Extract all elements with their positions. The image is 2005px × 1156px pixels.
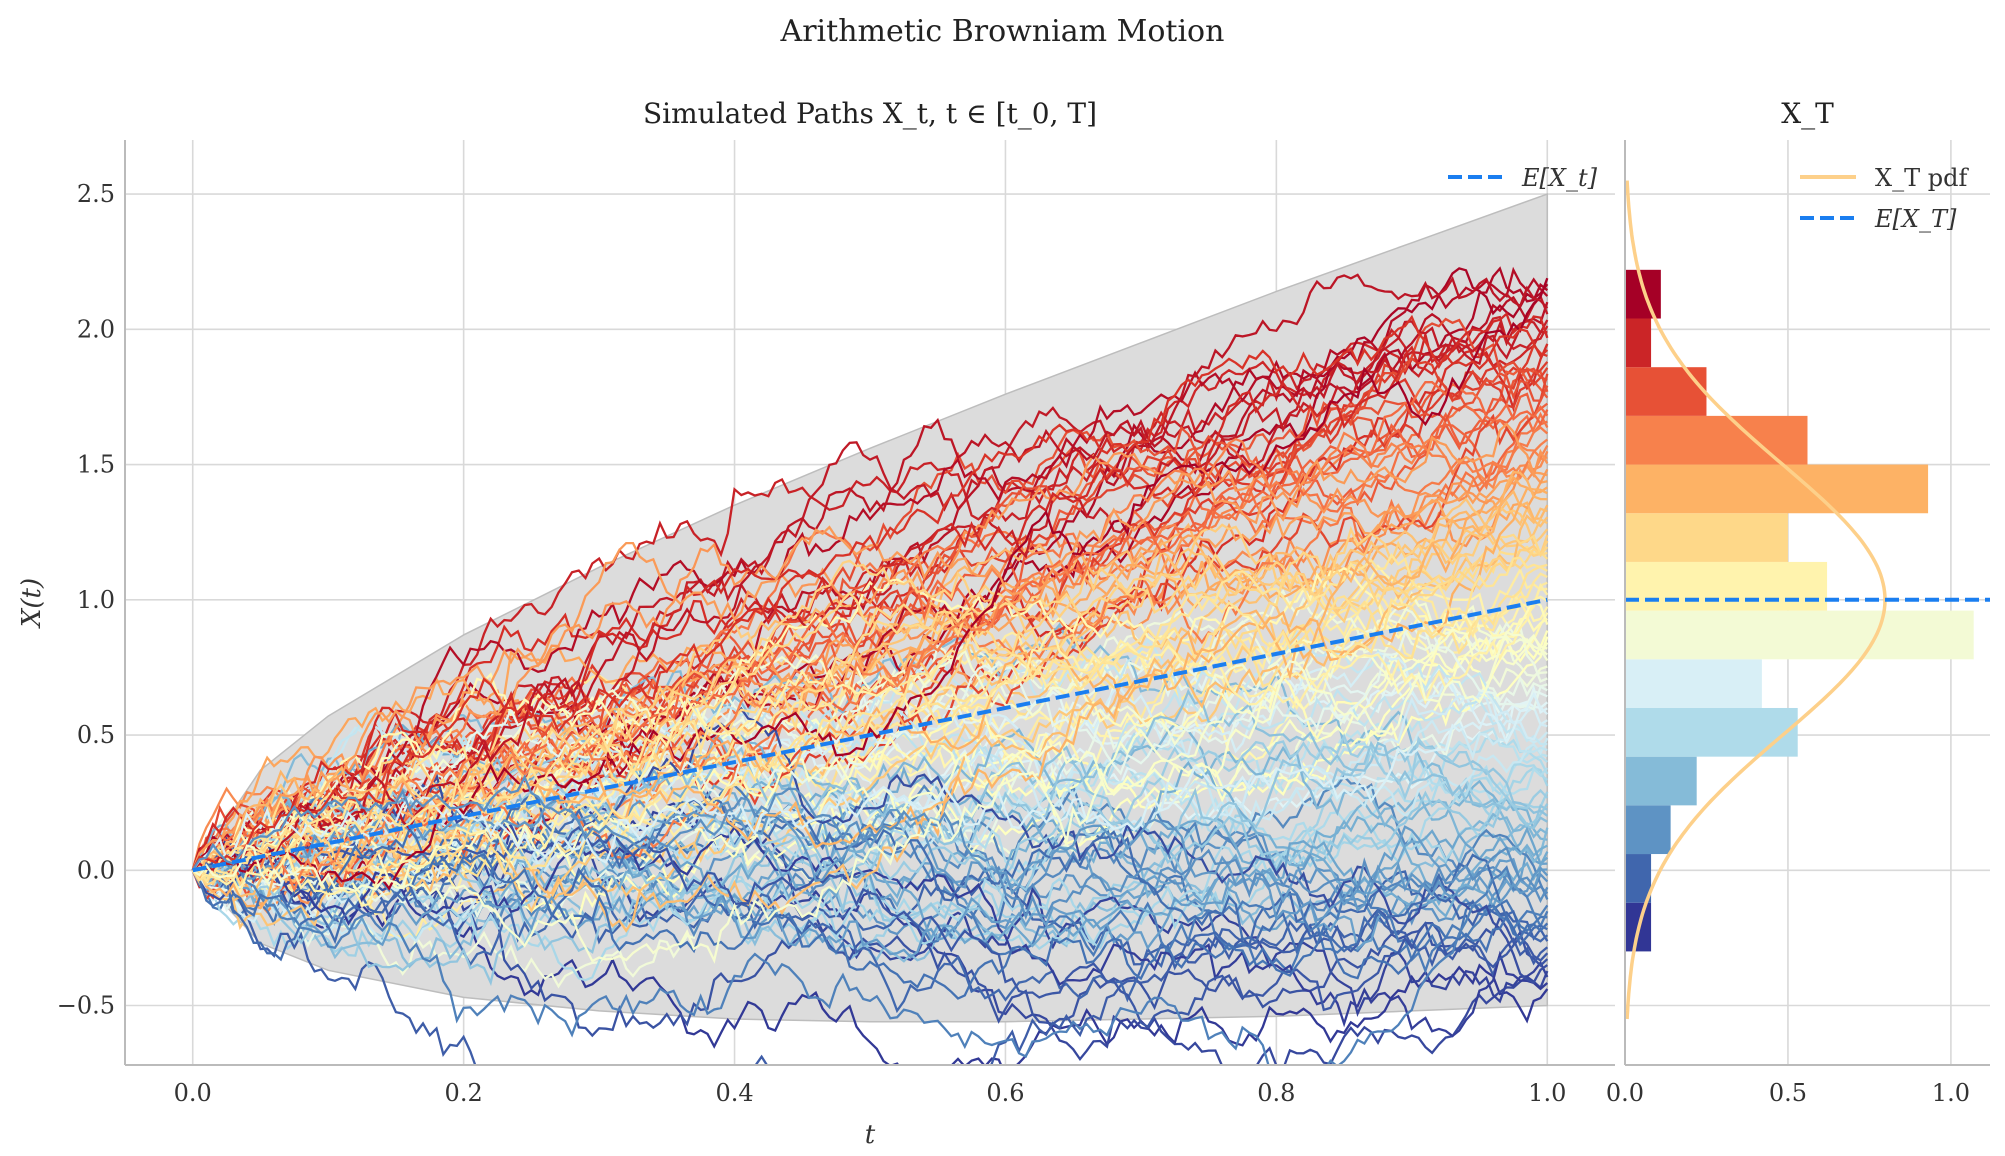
histogram-bar	[1625, 756, 1697, 806]
simulated-path	[192, 552, 1548, 883]
simulated-path	[191, 862, 1549, 1065]
x-axis-label: t	[865, 1120, 876, 1150]
simulated-path	[191, 582, 1549, 893]
left-panel-title: Simulated Paths X_t, t ∈ [t_0, T]	[643, 97, 1097, 130]
left-y-tick-label: 1.5	[77, 451, 115, 479]
left-legend-label: E[X_t]	[1521, 164, 1598, 192]
simulated-path	[192, 630, 1548, 964]
simulated-path	[191, 688, 1548, 880]
simulated-path	[192, 505, 1549, 914]
figure-suptitle: Arithmetic Browniam Motion	[780, 14, 1225, 49]
simulated-path	[191, 826, 1549, 1000]
simulated-path	[191, 869, 1549, 1065]
simulated-path	[192, 546, 1549, 887]
left-y-tick-label: 1.0	[77, 586, 115, 614]
y-axis-label: X(t)	[17, 578, 47, 629]
right-x-tick-label: 1.0	[1932, 1079, 1970, 1107]
simulated-path	[192, 856, 1549, 1014]
left-x-tick-label: 0.2	[445, 1079, 483, 1107]
simulated-path	[191, 637, 1549, 871]
histogram-bar	[1625, 464, 1929, 514]
simulated-path	[191, 277, 1549, 891]
left-x-tick-label: 1.0	[1528, 1079, 1566, 1107]
simulated-path	[191, 273, 1549, 872]
left-y-tick-label: −0.5	[57, 991, 115, 1019]
right-x-tick-label: 0.0	[1606, 1079, 1644, 1107]
simulated-path	[191, 825, 1549, 1029]
simulated-paths	[191, 266, 1549, 1065]
simulated-path	[191, 533, 1548, 887]
simulated-path	[191, 311, 1549, 871]
left-x-tick-label: 0.8	[1257, 1079, 1295, 1107]
simulated-path	[191, 724, 1549, 918]
simulated-path	[192, 799, 1549, 922]
simulated-path	[191, 595, 1548, 908]
simulated-path	[191, 706, 1548, 985]
simulated-path	[191, 343, 1549, 878]
simulated-path	[191, 774, 1549, 920]
simulated-path	[192, 842, 1549, 1038]
expected-value-line	[192, 597, 1548, 873]
simulated-path	[192, 733, 1549, 898]
histogram-bar	[1625, 805, 1671, 855]
left-y-tick-label: 0.5	[77, 721, 115, 749]
right-legend-pdf-label: X_T pdf	[1875, 164, 1969, 192]
simulated-path	[192, 294, 1549, 885]
histogram-bar	[1625, 707, 1798, 757]
histogram-bar	[1625, 561, 1828, 611]
left-y-tick-label: 2.0	[77, 315, 115, 343]
histogram-bar	[1625, 415, 1808, 465]
simulated-path	[191, 431, 1549, 893]
simulated-path	[191, 448, 1549, 872]
histogram-bar	[1625, 610, 1974, 660]
simulated-path	[191, 314, 1549, 871]
left-y-tick-label: 2.5	[77, 180, 115, 208]
histogram-bar	[1625, 659, 1762, 708]
left-y-tick-label: 0.0	[77, 856, 115, 884]
simulated-path	[191, 825, 1548, 959]
left-x-tick-label: 0.4	[715, 1079, 753, 1107]
simulated-path	[192, 784, 1549, 975]
right-x-tick-label: 0.5	[1769, 1079, 1807, 1107]
simulated-path	[191, 826, 1549, 938]
histogram-bar	[1625, 318, 1652, 368]
right-legend-mean-label: E[X_T]	[1874, 205, 1957, 233]
left-x-tick-label: 0.0	[174, 1079, 212, 1107]
histogram-bar	[1625, 269, 1661, 319]
simulated-path	[192, 525, 1549, 872]
simulated-path	[192, 487, 1548, 910]
simulated-path	[191, 566, 1548, 881]
histogram-bar	[1625, 513, 1788, 562]
left-x-tick-label: 0.6	[986, 1079, 1024, 1107]
simulated-path	[192, 694, 1548, 873]
histogram-bar	[1625, 854, 1652, 903]
histogram-bar	[1625, 367, 1707, 416]
right-panel-title: X_T	[1781, 97, 1834, 130]
simulated-path	[191, 422, 1549, 871]
